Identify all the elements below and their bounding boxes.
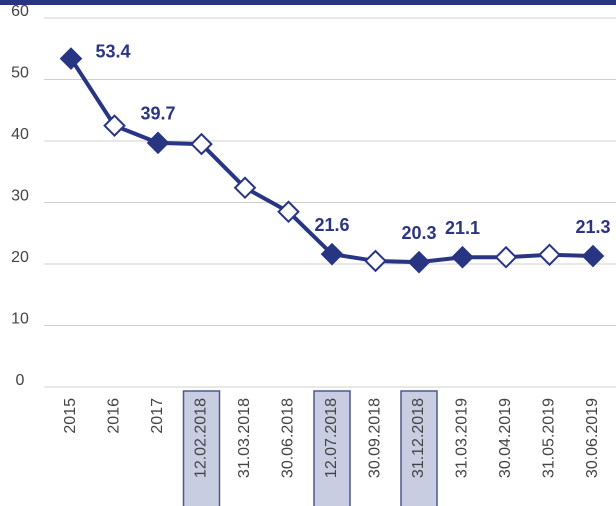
- data-label: 53.4: [95, 41, 130, 61]
- y-tick-label: 0: [16, 372, 25, 389]
- x-tick-label: 2017: [149, 398, 166, 434]
- x-tick-label: 30.06.2018: [280, 398, 297, 478]
- point-marker: [146, 131, 170, 155]
- top-band: [0, 0, 616, 5]
- point-marker: [233, 176, 257, 200]
- data-label: 20.3: [401, 223, 436, 243]
- data-label: 21.6: [314, 215, 349, 235]
- x-tick-label: 31.03.2019: [454, 398, 471, 478]
- category-highlight: [400, 390, 438, 506]
- data-label: 21.1: [445, 218, 480, 238]
- point-marker: [103, 114, 126, 137]
- point-marker: [277, 200, 300, 224]
- point-marker: [538, 243, 561, 267]
- y-tick-label: 40: [11, 126, 29, 143]
- y-tick-label: 10: [11, 311, 29, 328]
- x-tick-label: 30.04.2019: [497, 398, 514, 478]
- category-highlight: [313, 390, 351, 506]
- data-label: 39.7: [140, 104, 175, 124]
- point-marker: [320, 242, 344, 266]
- point-marker: [581, 244, 605, 268]
- x-tick-label: 30.06.2019: [584, 398, 601, 478]
- x-tick-label: 12.07.2018: [323, 398, 340, 478]
- point-marker: [364, 249, 387, 273]
- x-tick-label: 31.03.2018: [236, 398, 253, 478]
- y-tick-label: 60: [11, 3, 29, 20]
- x-tick-label: 30.09.2018: [367, 398, 384, 478]
- x-tick-label: 31.12.2018: [410, 398, 427, 478]
- y-tick-label: 20: [11, 249, 29, 266]
- category-highlight: [182, 390, 221, 506]
- data-label: 21.3: [575, 217, 610, 237]
- point-marker: [451, 245, 474, 269]
- x-tick-label: 12.02.2018: [193, 398, 210, 478]
- x-tick-label: 2016: [106, 398, 123, 434]
- x-tick-label: 2015: [62, 398, 79, 434]
- y-tick-label: 30: [11, 188, 29, 205]
- point-marker: [59, 47, 83, 70]
- point-marker: [494, 245, 518, 269]
- point-marker: [407, 250, 431, 274]
- x-tick-label: 31.05.2019: [541, 398, 558, 478]
- point-marker: [190, 132, 213, 156]
- y-tick-label: 50: [11, 65, 29, 82]
